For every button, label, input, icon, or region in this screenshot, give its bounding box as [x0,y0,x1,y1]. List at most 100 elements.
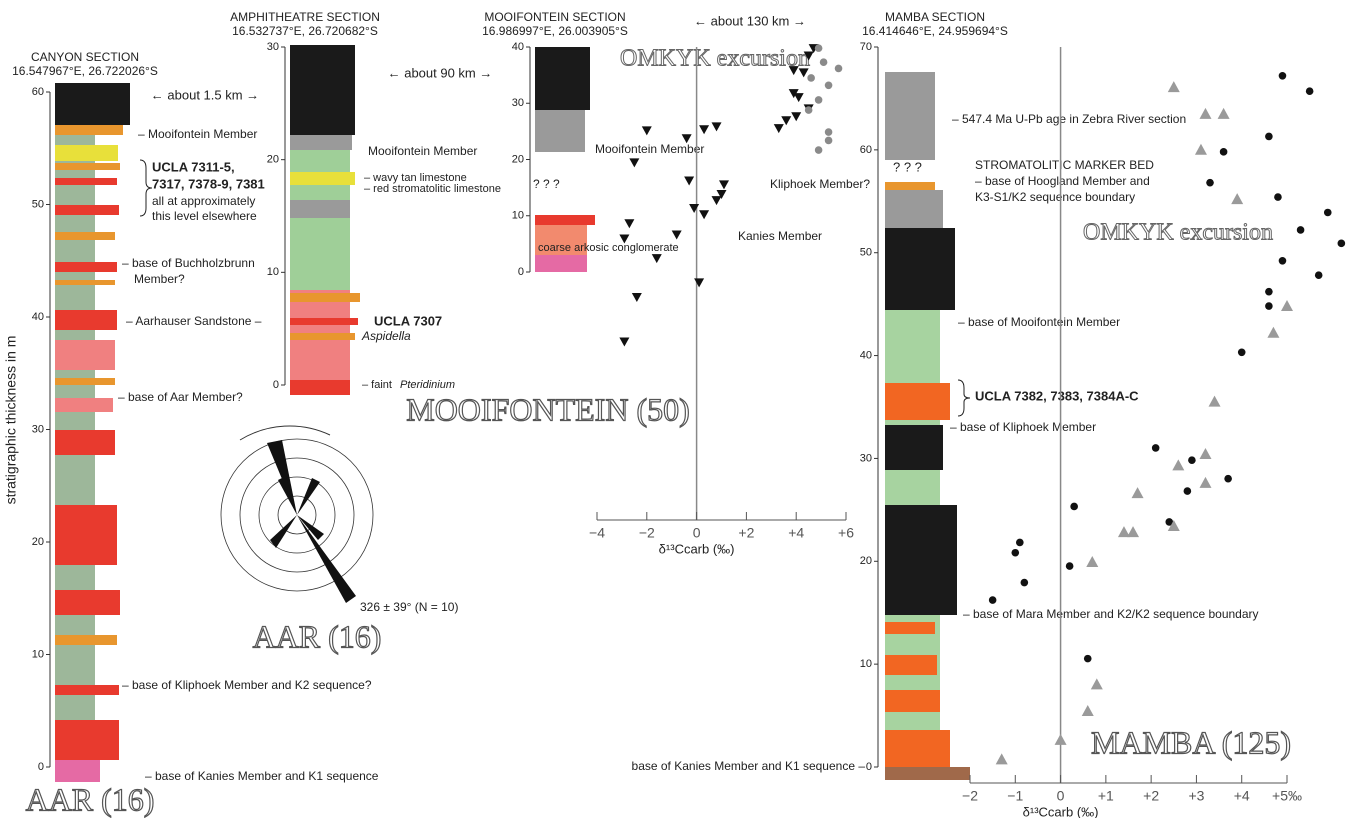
data-point [1199,448,1212,460]
note: base of Kanies Member and K1 sequence – [632,759,866,773]
note: – base of Mara Member and K2/K2 sequence… [963,607,1259,621]
data-point [629,158,640,168]
data-point [1151,444,1160,452]
data-point [1188,456,1196,465]
data-point [804,106,813,114]
note: STROMATOLITIC MARKER BED [975,158,1154,172]
data-point [1167,81,1180,93]
data-point [1054,733,1067,745]
data-point [684,176,695,186]
note: – base of Hoogland Member and [975,174,1150,188]
data-point [716,189,727,199]
section-title: MAMBA SECTION [885,10,985,24]
note: – Mooifontein Member [138,127,257,141]
data-point [814,96,823,104]
data-point [1219,148,1228,156]
note: – base of Buchholzbrunn [122,256,255,270]
y-tick-label: 20 [860,555,872,567]
note: – Aarhauser Sandstone – [126,314,262,328]
data-point [819,58,828,67]
note: coarse arkosic conglomerate [538,242,679,254]
data-point [1020,578,1029,587]
note: – 547.4 Ma U-Pb age in Zebra River secti… [952,112,1186,126]
note: Aspidella [361,329,411,343]
y-tick-label: 70 [860,41,872,53]
data-point [1117,526,1130,538]
data-point [1199,476,1212,488]
data-point [824,81,833,90]
data-point [798,68,809,78]
data-point [791,112,802,122]
data-point [1199,107,1212,119]
note: Mooifontein Member [368,144,477,158]
x-axis-label: δ¹³Ccarb (‰) [1023,804,1099,818]
section-coords: 16.414646°E, 24.959694°S [862,24,1008,38]
data-point [1016,538,1024,547]
excursion-label: OMKYK excursion [1083,220,1273,246]
data-point [651,254,662,264]
section-title: AMPHITHEATRE SECTION [230,10,380,24]
note: Pteridinium [400,379,455,391]
y-tick-label: 50 [860,247,872,259]
note: Kanies Member [738,229,822,243]
x-tick-label: +2 [1143,788,1159,804]
x-tick-label: 0 [693,525,701,541]
data-point [1305,87,1314,96]
y-tick-label: 60 [32,86,44,98]
section-label: MAMBA (125) [1091,724,1291,760]
data-point [824,136,833,145]
y-tick-label: 60 [860,144,872,156]
x-tick-label: +2 [738,525,754,541]
y-tick-label: 10 [512,210,524,222]
data-point [1224,474,1232,483]
data-point [788,89,799,99]
section-label: AAR (16) [253,618,382,654]
data-point [781,116,792,126]
y-tick-label: 20 [267,154,279,166]
note: Mooifontein Member [595,142,704,156]
y-tick-label: 0 [273,379,279,391]
data-point [624,219,635,229]
data-point [1127,526,1140,538]
data-point [1278,71,1287,80]
data-point [1265,287,1273,296]
y-tick-label: 10 [267,266,279,278]
section-coords: 16.986997°E, 26.003905°S [482,24,628,38]
data-point [1337,239,1346,248]
data-point [1208,395,1221,407]
note: – red stromatolitic limestone [364,183,501,195]
data-point [1217,107,1230,119]
y-tick-label: 0 [518,266,524,278]
data-point [988,596,997,604]
note: – base of Kliphoek Member and K2 sequenc… [122,678,372,692]
data-point [995,753,1008,765]
mooifontein-column [535,47,595,272]
note: 7317, 7378-9, 7381 [152,176,265,191]
data-point [834,64,843,73]
data-point [1274,193,1282,201]
data-point [631,293,642,303]
data-point [1081,705,1094,717]
section-label: AAR (16) [26,781,155,817]
data-point [671,230,682,240]
section-label: MOOIFONTEIN (50) [406,391,690,427]
data-point [1237,348,1246,357]
note: – base of Kliphoek Member [950,420,1096,434]
note: UCLA 7311-5, [152,159,235,174]
y-tick-label: 10 [860,658,872,670]
y-tick-label: 40 [512,41,524,53]
y-tick-label: 0 [38,761,44,773]
data-point [807,74,815,82]
x-tick-label: −4 [589,525,605,541]
distance: ← about 1.5 km → [151,87,259,102]
data-point [803,51,814,61]
data-point [1183,487,1192,495]
data-point [1065,562,1074,570]
distance: ← about 90 km → [388,65,493,80]
data-point [711,122,722,132]
rose-diagram [220,425,374,603]
note: – wavy tan limestone [364,172,467,184]
data-point [619,337,630,347]
x-axis-label: δ¹³Ccarb (‰) [659,541,735,556]
data-point [1194,143,1207,155]
